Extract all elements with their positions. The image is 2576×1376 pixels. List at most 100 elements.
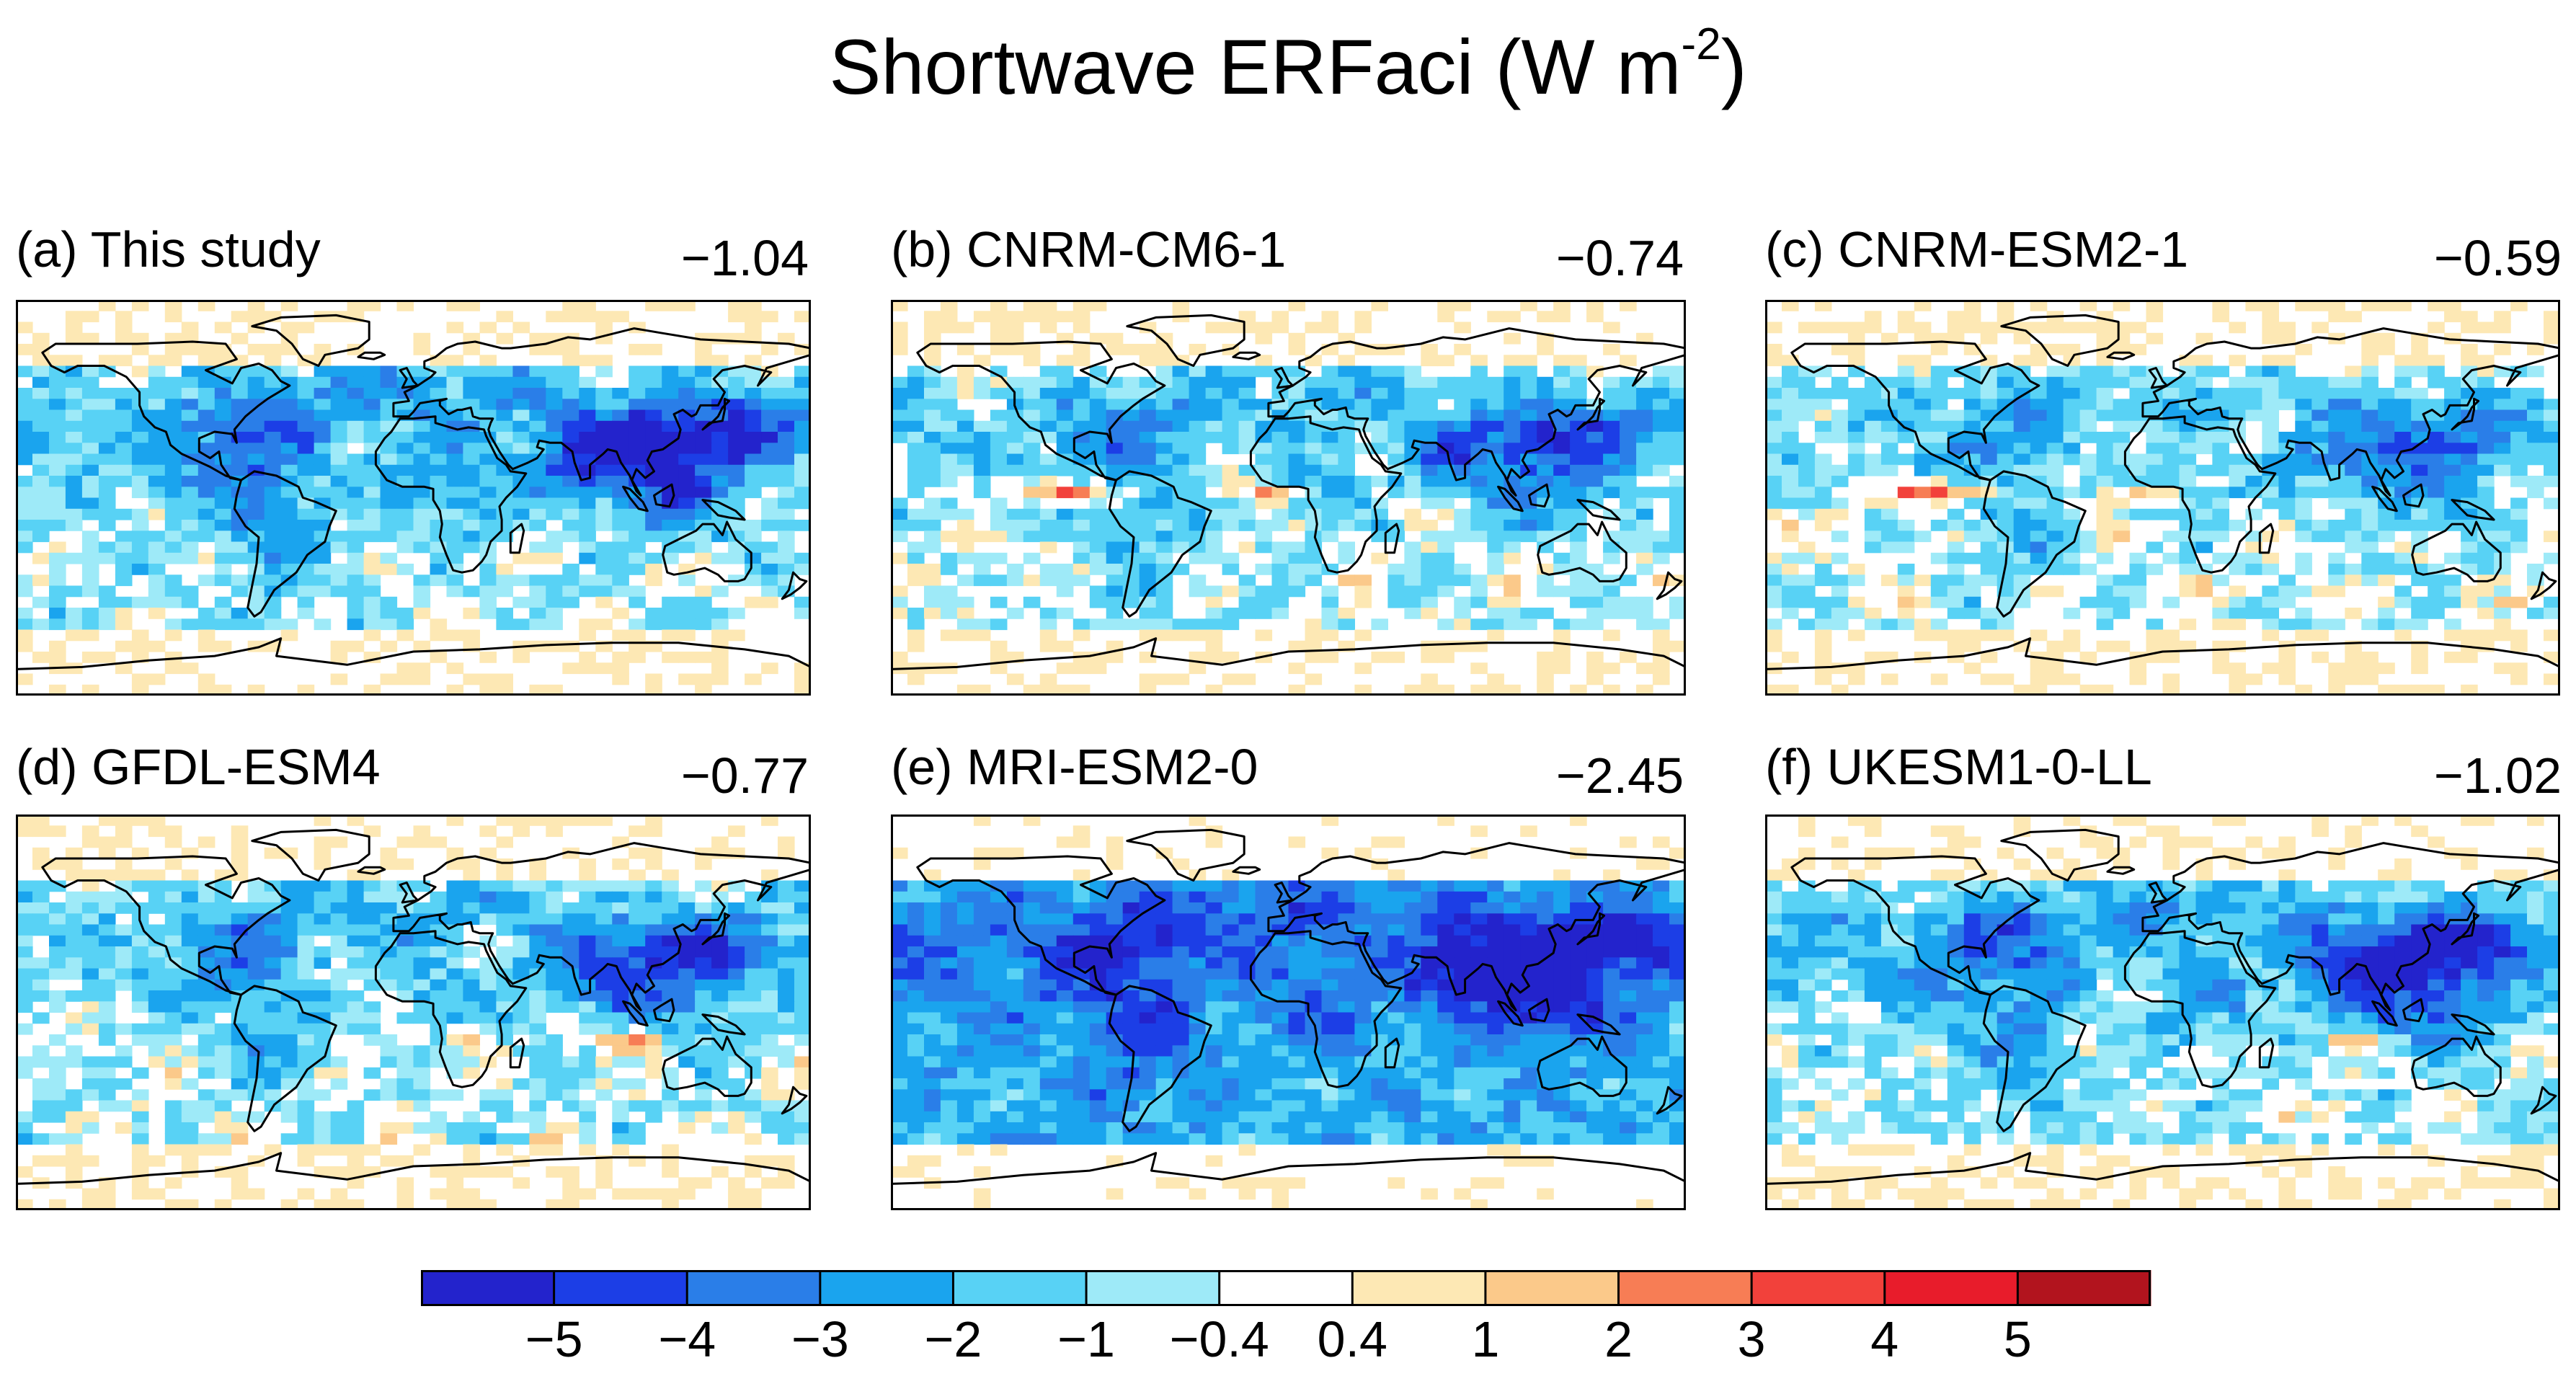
map-cell (1963, 365, 1981, 378)
map-cell (1636, 432, 1653, 443)
map-cell (2096, 684, 2114, 696)
map-cell (2063, 443, 2081, 455)
map-cell (2212, 608, 2229, 619)
map-cell (1122, 596, 1140, 608)
map-cell (2096, 399, 2114, 411)
map-cell (1669, 487, 1686, 499)
map-cell (579, 814, 596, 826)
map-cell (347, 913, 365, 926)
map-cell (2046, 640, 2064, 652)
map-cell (1404, 880, 1421, 892)
map-cell (1963, 453, 1981, 466)
map-cell (1089, 399, 1107, 411)
map-cell (794, 453, 811, 466)
map-cell (479, 684, 497, 696)
map-cell (891, 399, 908, 411)
map-cell (940, 596, 958, 608)
map-cell (1023, 880, 1041, 892)
map-cell (2527, 476, 2544, 487)
map-cell (529, 1122, 546, 1134)
map-cell (1553, 880, 1571, 892)
map-cell (2179, 531, 2197, 543)
map-cell (1155, 629, 1173, 642)
map-cell (330, 640, 348, 652)
map-cell (1504, 902, 1521, 914)
map-cell (363, 979, 381, 991)
map-cell (1914, 420, 1932, 432)
map-cell (1089, 596, 1107, 608)
map-cell (1139, 902, 1157, 914)
map-cell (2328, 574, 2345, 587)
map-cell (973, 913, 991, 926)
map-cell (1155, 574, 1173, 587)
map-cell (1321, 585, 1339, 598)
map-cell (2179, 585, 2197, 598)
map-cell (1305, 520, 1323, 531)
map-cell (297, 453, 315, 466)
map-cell (1669, 541, 1686, 554)
map-cell (1189, 541, 1207, 554)
map-cell (1437, 552, 1454, 564)
map-cell (1288, 453, 1306, 466)
map-cell (214, 608, 232, 619)
map-cell (463, 365, 480, 378)
map-cell (562, 497, 579, 510)
map-cell (1553, 913, 1571, 926)
map-cell (1997, 432, 2015, 443)
map-cell (1089, 531, 1107, 543)
map-cell (562, 902, 579, 914)
map-cell (2295, 564, 2312, 575)
map-cell (446, 1166, 464, 1178)
map-cell (1980, 541, 1998, 554)
map-cell (645, 1188, 662, 1200)
map-cell (512, 814, 530, 826)
map-cell (2428, 684, 2445, 696)
map-cell (629, 924, 646, 936)
map-cell (197, 300, 216, 311)
map-cell (479, 585, 497, 598)
map-cell (2245, 476, 2262, 487)
map-cell (247, 409, 265, 422)
map-cell (745, 946, 762, 958)
map-cell (940, 564, 958, 575)
map-cell (16, 968, 33, 980)
map-cell (728, 1177, 745, 1189)
map-cell (1189, 585, 1207, 598)
map-cell (794, 935, 811, 947)
map-cell (2113, 531, 2131, 543)
map-cell (65, 608, 83, 619)
map-cell (1470, 376, 1488, 389)
map-cell (2162, 629, 2180, 642)
map-cell (347, 640, 365, 652)
map-cell (695, 880, 712, 892)
map-cell (115, 869, 133, 882)
map-cell (1880, 520, 1898, 531)
map-cell (1997, 608, 2015, 619)
map-cell (1271, 574, 1289, 587)
map-cell (1006, 880, 1024, 892)
coastline (1384, 523, 1400, 554)
map-cell (1122, 376, 1140, 389)
map-cell (280, 935, 298, 947)
map-cell (479, 399, 497, 411)
map-cell (1765, 618, 1782, 631)
map-cell (2311, 443, 2329, 455)
map-cell (413, 531, 431, 543)
map-cell (1831, 409, 1849, 422)
map-cell (2030, 453, 2048, 466)
map-cell (1089, 880, 1107, 892)
map-cell (32, 1155, 50, 1167)
map-cell (413, 640, 431, 652)
map-cell (1288, 432, 1306, 443)
map-cell (1387, 652, 1405, 663)
map-cell (2378, 453, 2395, 466)
map-cell (264, 376, 282, 389)
map-cell (1504, 608, 1521, 619)
map-cell (2328, 399, 2345, 411)
map-cell (678, 453, 696, 466)
map-cell (1189, 891, 1207, 903)
map-cell (1620, 596, 1637, 608)
map-cell (579, 652, 596, 663)
map-cell (131, 332, 149, 345)
map-cell (711, 957, 729, 969)
